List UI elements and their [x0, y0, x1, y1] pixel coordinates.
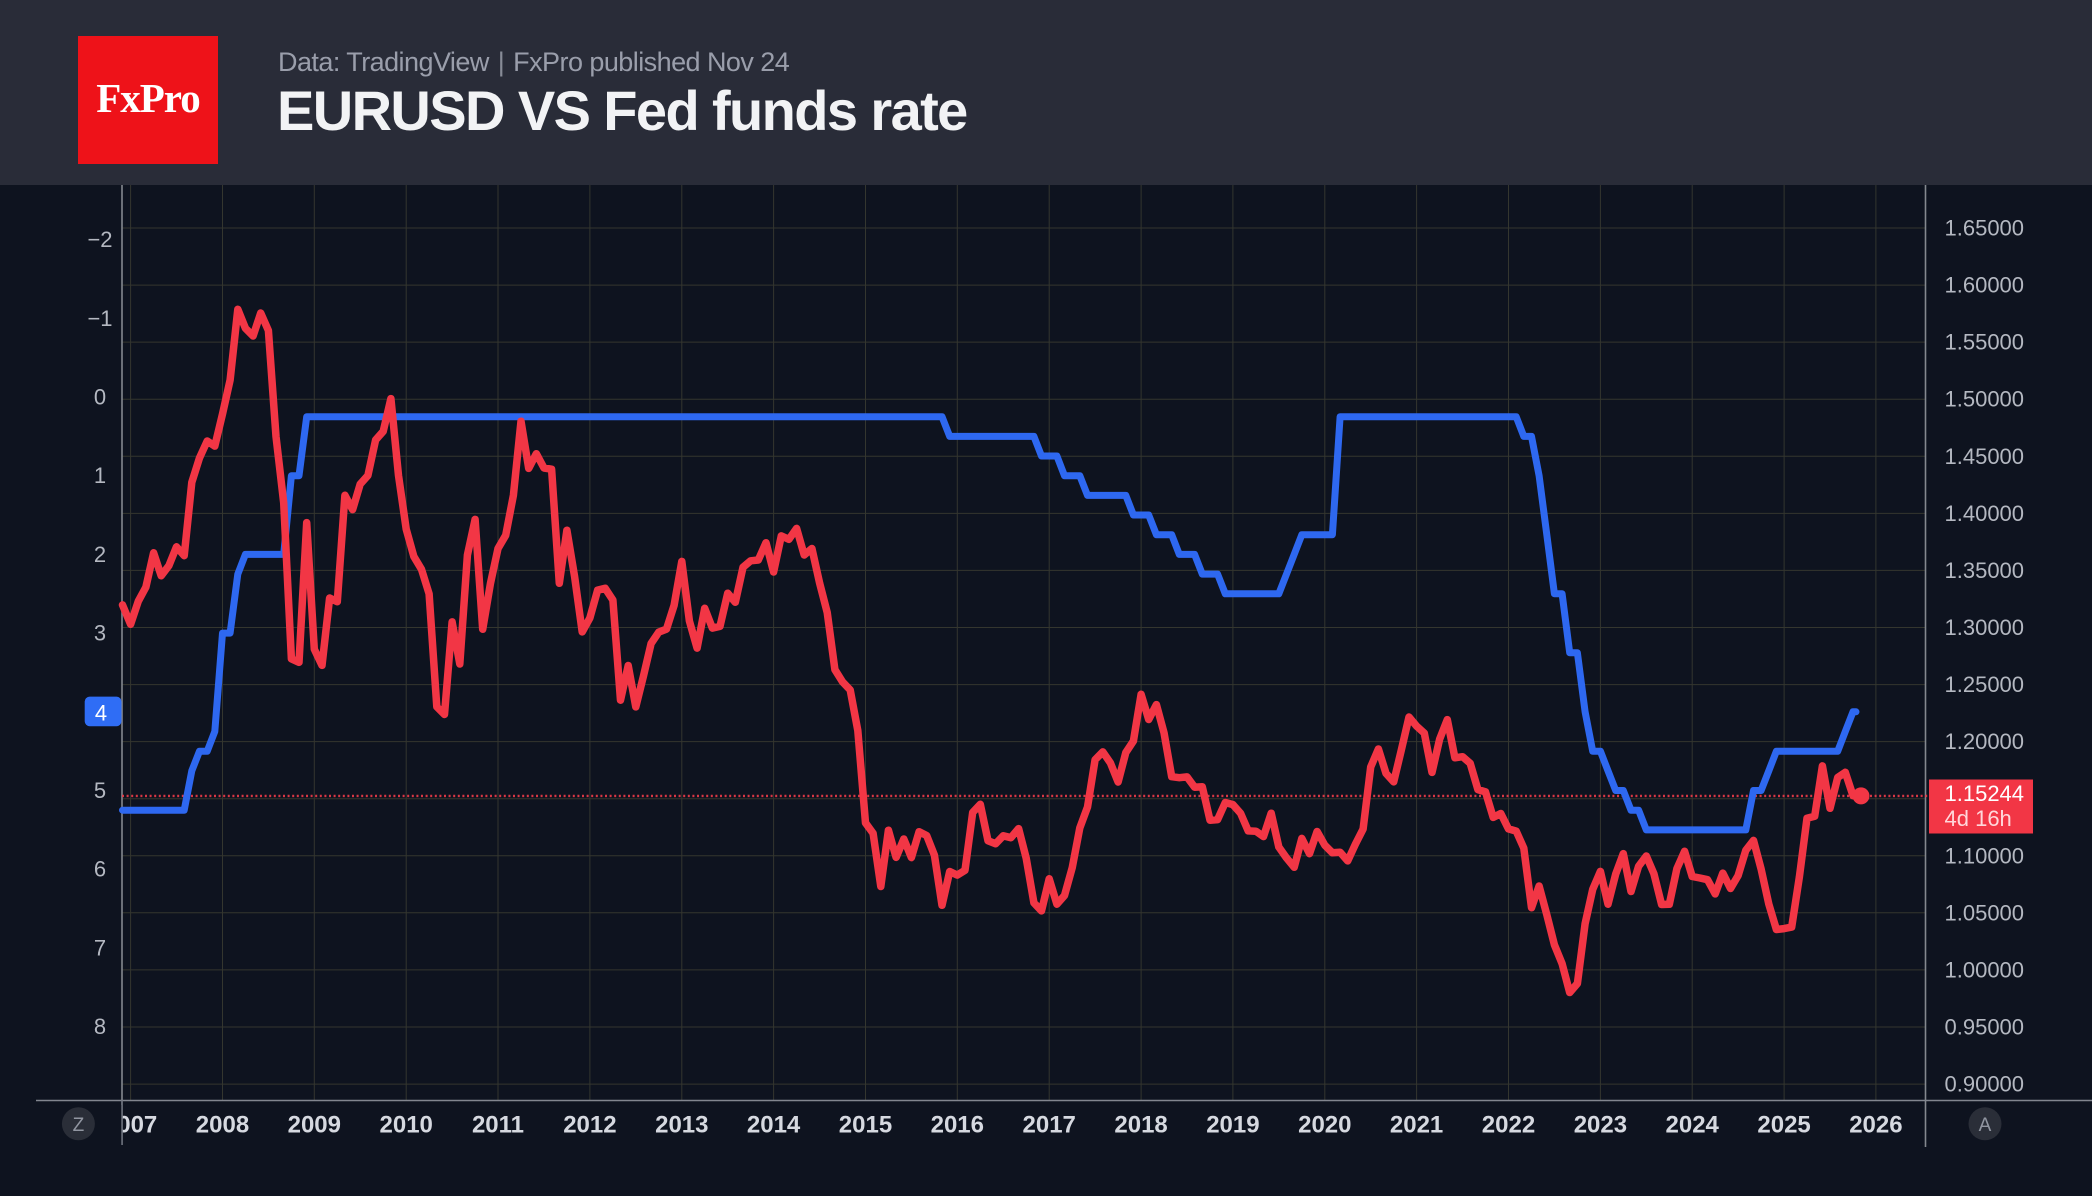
- svg-text:1.30000: 1.30000: [1945, 615, 2025, 640]
- svg-text:4: 4: [95, 701, 107, 726]
- svg-text:2017: 2017: [1023, 1112, 1076, 1139]
- svg-text:2014: 2014: [747, 1112, 801, 1139]
- svg-text:2016: 2016: [931, 1112, 984, 1139]
- svg-text:2025: 2025: [1757, 1112, 1810, 1139]
- svg-text:A: A: [1979, 1115, 1992, 1136]
- svg-text:0: 0: [94, 385, 106, 410]
- svg-text:1.35000: 1.35000: [1945, 558, 2025, 583]
- svg-text:7: 7: [94, 935, 106, 960]
- svg-text:2011: 2011: [472, 1112, 524, 1139]
- svg-text:2008: 2008: [196, 1112, 249, 1139]
- svg-text:2018: 2018: [1114, 1112, 1167, 1139]
- svg-text:2012: 2012: [563, 1112, 616, 1139]
- svg-text:1.20000: 1.20000: [1945, 729, 2025, 754]
- svg-text:4d 16h: 4d 16h: [1945, 806, 2012, 831]
- svg-text:1.05000: 1.05000: [1945, 900, 2025, 925]
- svg-text:1.50000: 1.50000: [1945, 387, 2025, 412]
- svg-text:5: 5: [94, 778, 106, 803]
- svg-text:1.00000: 1.00000: [1945, 957, 2025, 982]
- svg-text:2020: 2020: [1298, 1112, 1351, 1139]
- svg-text:Z: Z: [73, 1115, 85, 1136]
- svg-text:8: 8: [94, 1014, 106, 1039]
- svg-text:6: 6: [94, 857, 106, 882]
- svg-text:0.95000: 0.95000: [1945, 1015, 2025, 1040]
- svg-text:2019: 2019: [1206, 1112, 1259, 1139]
- svg-text:1.10000: 1.10000: [1945, 843, 2025, 868]
- svg-text:1.60000: 1.60000: [1945, 273, 2025, 298]
- svg-text:1.40000: 1.40000: [1945, 501, 2025, 526]
- svg-text:1.25000: 1.25000: [1945, 672, 2025, 697]
- svg-text:1: 1: [94, 463, 106, 488]
- svg-text:1.45000: 1.45000: [1945, 444, 2025, 469]
- svg-text:2009: 2009: [288, 1112, 341, 1139]
- svg-text:1.65000: 1.65000: [1945, 216, 2025, 241]
- svg-text:−1: −1: [87, 306, 112, 331]
- svg-text:2015: 2015: [839, 1112, 892, 1139]
- svg-text:1.15244: 1.15244: [1945, 781, 2025, 806]
- svg-text:1.55000: 1.55000: [1945, 330, 2025, 355]
- svg-text:3: 3: [94, 621, 106, 646]
- svg-text:2024: 2024: [1666, 1112, 1720, 1139]
- svg-text:2013: 2013: [655, 1112, 708, 1139]
- svg-text:2010: 2010: [380, 1112, 433, 1139]
- svg-text:2: 2: [94, 542, 106, 567]
- svg-text:2026: 2026: [1849, 1112, 1902, 1139]
- svg-text:2022: 2022: [1482, 1112, 1535, 1139]
- svg-text:2023: 2023: [1574, 1112, 1627, 1139]
- svg-text:0.90000: 0.90000: [1945, 1072, 2025, 1097]
- svg-text:−2: −2: [87, 227, 112, 252]
- svg-text:2021: 2021: [1390, 1112, 1443, 1139]
